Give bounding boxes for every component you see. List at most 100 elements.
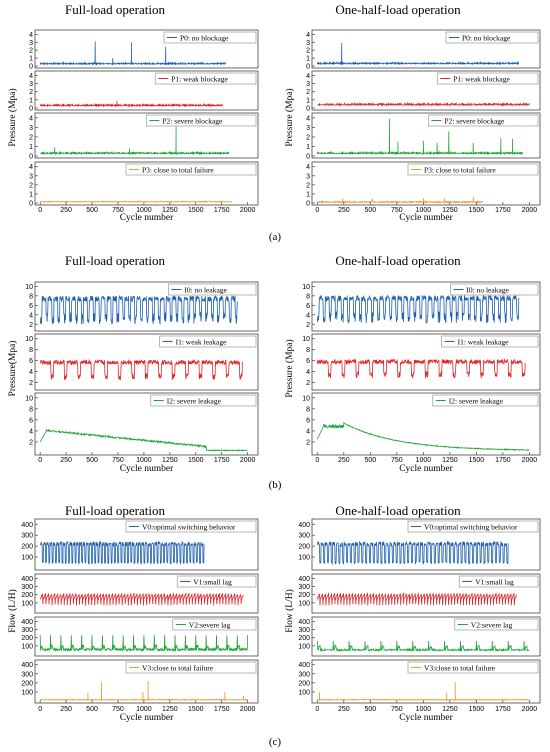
subplot-2: 2 4 6 8 10 I2: severe leakage	[25, 392, 259, 456]
y-tick-label: 3	[306, 125, 310, 132]
x-tick-label: 750	[391, 706, 403, 713]
legend-label: V2:severe lag	[189, 621, 231, 630]
x-tick-label: 1750	[495, 457, 511, 464]
subplot-frame	[34, 573, 259, 614]
y-tick-label: 6	[306, 358, 310, 365]
y-tick-label: 2	[306, 439, 310, 446]
y-tick-label: 200	[298, 544, 310, 551]
subplot-2: 2 4 6 8 10 I2: severe leakage	[302, 392, 541, 456]
x-tick-label: 1500	[188, 207, 204, 214]
y-tick-label: 2	[29, 380, 33, 387]
y-tick-label: 0	[306, 106, 310, 113]
x-tick-label: 1000	[416, 457, 432, 464]
y-tick-label: 2	[29, 134, 33, 141]
y-tick-label: 1	[29, 97, 33, 104]
y-tick-label: 400	[298, 662, 310, 669]
series-line	[39, 540, 205, 565]
legend: P2: severe blockage	[146, 114, 257, 127]
y-tick-label: 6	[29, 303, 33, 310]
y-tick-label: 400	[21, 662, 33, 669]
legend-label: P0: no blockage	[180, 34, 229, 43]
y-tick-label: 6	[29, 358, 33, 365]
series-line	[316, 640, 530, 653]
subplot-frame	[34, 70, 259, 111]
legend: I2: severe leakage	[150, 394, 257, 407]
legend: V1:small lag	[176, 575, 257, 588]
x-tick-label: 1250	[442, 207, 458, 214]
subplot-frame	[311, 112, 541, 159]
legend-label: P3: close to total failure	[142, 166, 214, 175]
subplot-2: 0 1 2 3 4 P2: severe blockage	[306, 112, 541, 161]
legend: V0:optimal switching behavior	[125, 520, 257, 533]
y-tick-label: 0	[306, 64, 310, 71]
y-tick-label: 4	[306, 32, 310, 39]
legend-box	[458, 575, 539, 588]
legend: V2:severe lag	[172, 618, 257, 631]
y-tick-label: 2	[306, 134, 310, 141]
legend: V3:close to total failure	[125, 661, 257, 674]
series-line	[40, 200, 233, 203]
y-tick-label: 1	[306, 191, 310, 198]
y-tick-label: 3	[306, 81, 310, 88]
y-tick-label: 400	[298, 576, 310, 583]
y-tick-label: 300	[21, 584, 33, 591]
legend-box	[146, 114, 257, 127]
x-tick-label: 250	[338, 706, 350, 713]
subplot-2: 0 1 2 3 4 P2: severe blockage	[29, 112, 259, 161]
x-tick-label: 0	[38, 207, 42, 214]
subplot-frame	[311, 573, 541, 614]
y-tick-label: 4	[306, 115, 310, 122]
y-tick-label: 10	[25, 336, 33, 343]
y-tick-label: 10	[302, 395, 310, 402]
y-axis-label: Pressure (Mpa)	[284, 339, 295, 397]
subplot-0: 2 4 6 8 10 I0: no leakage	[302, 281, 541, 332]
x-tick-label: 2000	[522, 457, 538, 464]
legend: P2: severe blockage	[428, 114, 539, 127]
legend: V0:optimal switching behavior	[407, 520, 539, 533]
legend-label: P0: no blockage	[462, 34, 511, 43]
y-tick-label: 4	[306, 369, 310, 376]
legend-label: I2: severe leakage	[449, 397, 504, 406]
x-tick-label: 1250	[162, 457, 178, 464]
legend-box	[441, 335, 539, 348]
x-tick-label: 1500	[188, 457, 204, 464]
legend-box	[168, 283, 257, 296]
y-tick-label: 200	[298, 680, 310, 687]
x-axis-label: Cycle number	[399, 713, 453, 723]
x-axis-label: Cycle number	[120, 464, 174, 474]
x-tick-label: 2000	[522, 706, 538, 713]
y-axis-label: Pressure (Mpa)	[284, 88, 295, 146]
y-tick-label: 1	[306, 56, 310, 63]
legend-box	[176, 575, 257, 588]
y-axis-label: Pressure (Mpa)	[7, 88, 18, 146]
y-tick-label: 3	[29, 125, 33, 132]
legend: I1: weak leakage	[441, 335, 539, 348]
y-tick-label: 0	[29, 154, 33, 161]
y-tick-label: 1	[29, 144, 33, 151]
subplot-frame	[311, 333, 541, 391]
legend: I0: no leakage	[168, 283, 257, 296]
y-tick-label: 2	[306, 322, 310, 329]
x-tick-label: 250	[60, 706, 72, 713]
x-tick-label: 500	[364, 457, 376, 464]
y-tick-label: 10	[25, 395, 33, 402]
series-line	[316, 43, 520, 66]
subplot-3: 0 1 2 3 4 P3: close to total failure	[306, 161, 541, 208]
subplot-frame	[34, 112, 259, 159]
legend: P1: weak blockage	[436, 72, 539, 85]
legend-label: V1:small lag	[193, 578, 232, 587]
y-tick-label: 300	[21, 533, 33, 540]
y-tick-label: 10	[302, 336, 310, 343]
y-tick-label: 4	[29, 115, 33, 122]
subplot-frame	[311, 616, 541, 657]
y-tick-label: 8	[29, 406, 33, 413]
series-line	[316, 294, 520, 324]
subplot-0: 100 200 300 400 V0:optimal switching behavio…	[298, 518, 541, 571]
y-tick-label: 200	[21, 635, 33, 642]
